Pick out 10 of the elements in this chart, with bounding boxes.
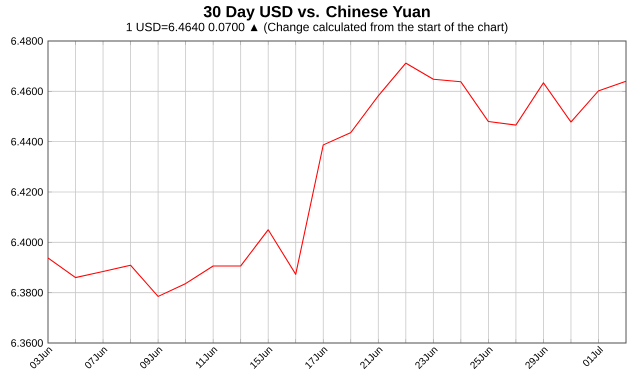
chart-subtitle: 1 USD=6.4640 0.0700 ▲ (Change calculated from the start of the chart) <box>126 22 508 34</box>
y-tick-label: 6.4800 <box>11 37 43 45</box>
line-series <box>47 62 627 297</box>
y-tick-label: 6.3800 <box>11 288 43 296</box>
y-tick-label: 6.4200 <box>11 188 43 196</box>
y-tick-label: 6.4600 <box>11 88 43 96</box>
y-tick-label: 6.4400 <box>11 138 43 146</box>
y-tick-label: 6.3600 <box>11 339 43 347</box>
y-tick-label: 6.4000 <box>11 238 43 246</box>
chart-title: 30 Day USD vs. Chinese Yuan <box>204 6 430 20</box>
